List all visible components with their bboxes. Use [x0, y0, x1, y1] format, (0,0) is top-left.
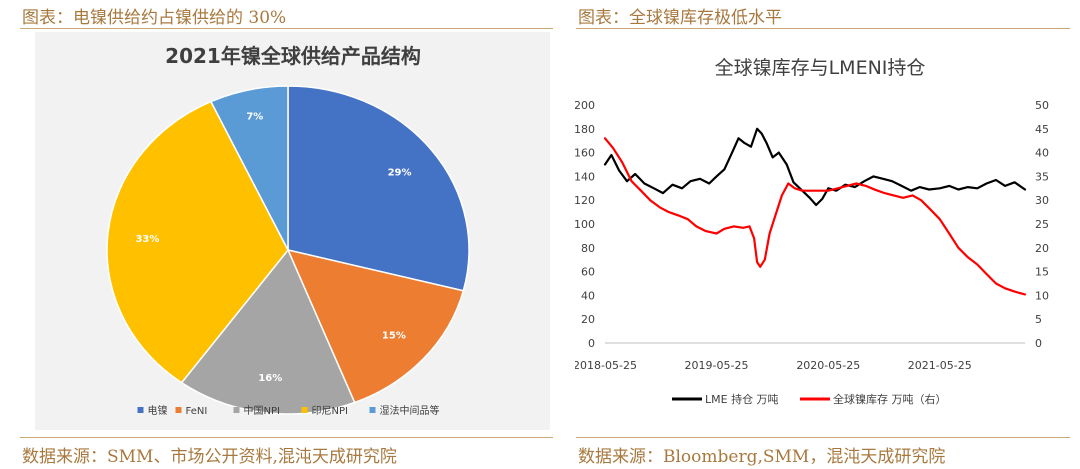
- pie-slice: [180, 248, 356, 415]
- y-right-tick-label: 35: [1035, 170, 1049, 183]
- y-right-tick-label: 5: [1035, 313, 1042, 326]
- y-left-tick-label: 200: [575, 99, 595, 112]
- pie-slice-label: 16%: [258, 373, 282, 384]
- pie-legend-label: FeNI: [186, 406, 208, 417]
- y-right-tick-label: 10: [1035, 289, 1049, 302]
- pie-legend-swatch: [233, 407, 240, 413]
- right-footer-rule: [576, 437, 1070, 438]
- y-right-tick-label: 0: [1035, 337, 1042, 350]
- y-left-tick-label: 100: [575, 218, 595, 231]
- y-left-tick-label: 20: [581, 313, 595, 326]
- pie-slice: [106, 100, 289, 384]
- pie-legend-label: 电镍: [148, 404, 168, 417]
- pie-slice-label: 33%: [135, 234, 159, 245]
- y-left-tick-label: 60: [581, 266, 595, 279]
- left-data-source: 数据来源：SMM、市场公开资料,混沌天成研究院: [22, 447, 397, 467]
- x-tick-label: 2021-05-25: [908, 359, 972, 372]
- right-data-source: 数据来源：Bloomberg,SMM，混沌天成研究院: [578, 447, 946, 467]
- pie-legend-swatch: [137, 407, 144, 413]
- y-left-tick-label: 180: [575, 123, 595, 136]
- y-left-tick-label: 160: [575, 147, 595, 160]
- left-header-rule: [20, 28, 553, 29]
- y-right-tick-label: 20: [1035, 242, 1049, 255]
- pie-legend-label: 印尼NPI: [312, 405, 348, 417]
- left-panel-header: 图表：电镍供给约占镍供给的 30%: [22, 8, 287, 28]
- left-footer-rule: [20, 437, 553, 438]
- pie-slice-label: 29%: [388, 168, 412, 179]
- pie-chart-title: 2021年镍全球供给产品结构: [165, 44, 421, 68]
- y-right-tick-label: 15: [1035, 266, 1049, 279]
- pie-slice: [209, 85, 289, 251]
- pie-legend-label: 湿法中间品等: [380, 404, 440, 417]
- series-line: [603, 137, 1027, 296]
- pie-chart: 2021年镍全球供给产品结构 29% 15% 16% 33% 7% 电镍 FeNI 中国NP…: [35, 32, 550, 430]
- line-chart-title: 全球镍库存与LMENI持仓: [715, 57, 926, 79]
- pie-slice: [287, 85, 470, 292]
- y-right-tick-label: 45: [1035, 123, 1049, 136]
- y-left-tick-label: 0: [588, 337, 595, 350]
- pie-legend-label: 中国NPI: [244, 404, 280, 417]
- x-tick-label: 2020-05-25: [796, 359, 860, 372]
- y-right-tick-label: 25: [1035, 218, 1049, 231]
- y-left-tick-label: 80: [581, 242, 595, 255]
- line-chart: 全球镍库存与LMENI持仓 0 20 40 60 80 100 120 140 160 180 20…: [573, 32, 1075, 437]
- line-legend-label: LME 持仓 万吨: [705, 392, 779, 406]
- series-line: [603, 127, 1027, 207]
- y-left-tick-label: 40: [581, 289, 595, 302]
- pie-legend-swatch: [369, 407, 376, 413]
- y-right-tick-label: 40: [1035, 147, 1049, 160]
- pie-slice-label: 7%: [246, 112, 263, 123]
- y-right-tick-label: 30: [1035, 194, 1049, 207]
- y-left-tick-label: 120: [575, 194, 595, 207]
- pie-legend-swatch: [301, 407, 308, 413]
- x-tick-label: 2019-05-25: [685, 359, 749, 372]
- right-header-rule: [576, 28, 1070, 29]
- line-legend-label: 全球镍库存 万吨（右）: [833, 392, 947, 406]
- pie-legend-swatch: [175, 407, 182, 413]
- y-left-tick-label: 140: [575, 170, 595, 183]
- y-right-tick-label: 50: [1035, 99, 1049, 112]
- pie-slice: [286, 248, 465, 404]
- right-panel-header: 图表：全球镍库存极低水平: [578, 8, 782, 28]
- pie-slice-label: 15%: [382, 331, 406, 342]
- x-tick-label: 2018-05-25: [575, 359, 637, 372]
